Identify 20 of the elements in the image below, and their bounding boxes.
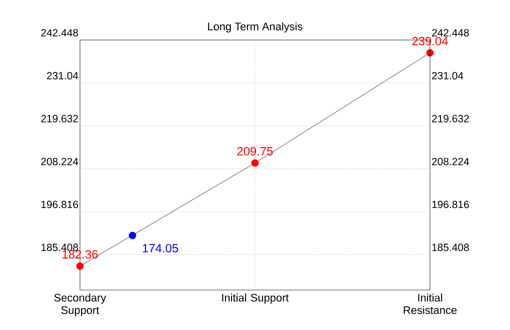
y-tick-label: 185.408 [41,244,78,252]
x-tick-label: Initial Resistance [404,294,457,314]
y-tick-label: 231.04 [47,72,78,80]
data-label: 239.04 [412,36,448,46]
y2-tick-label: 196.816 [432,200,469,208]
data-label: 209.75 [237,147,273,156]
chart-title: Long Term Analysis [208,22,302,32]
y-tick-label: 219.632 [41,114,78,122]
x-tick-label: Secondary Support [54,294,106,316]
annotation: 174.05 [142,244,178,252]
y2-tick-label: 208.224 [432,158,470,166]
y2-tick-label: 185.408 [432,244,469,252]
y-tick-label: 196.816 [41,200,78,208]
y2-tick-label: 242.448 [432,29,469,36]
y2-tick-label: 219.632 [432,114,469,122]
y-tick-label: 242.448 [41,29,78,36]
x-tick-label: Initial Support [222,294,289,304]
data-label: 182.36 [62,250,98,259]
y2-tick-label: 231.04 [432,72,464,80]
y-tick-label: 208.224 [41,158,78,166]
